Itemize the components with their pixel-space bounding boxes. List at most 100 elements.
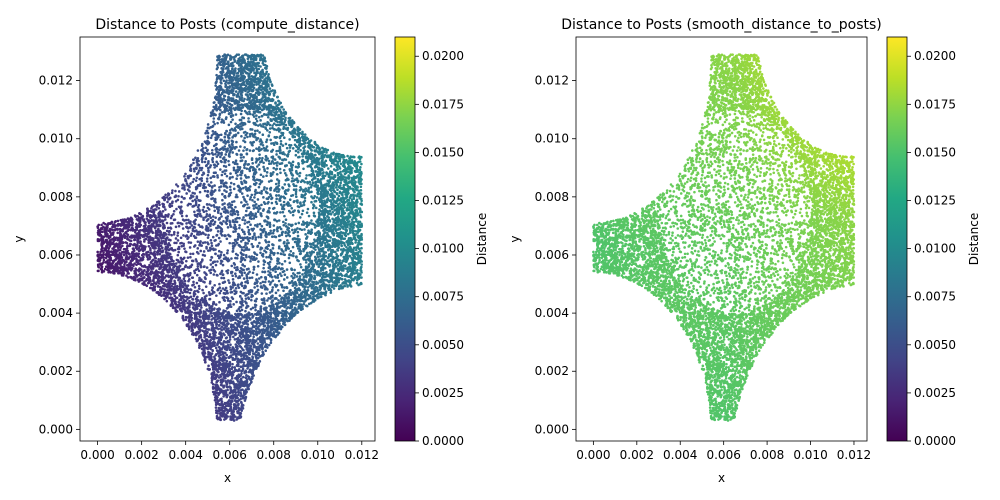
scatter-point — [258, 360, 262, 363]
scatter-point — [196, 149, 200, 152]
scatter-point — [292, 254, 295, 258]
scatter-point — [211, 390, 215, 394]
scatter-point — [235, 152, 238, 156]
scatter-point — [251, 306, 255, 310]
scatter-point — [255, 147, 258, 150]
scatter-point — [261, 342, 265, 345]
scatter-point — [207, 328, 211, 331]
scatter-point — [175, 183, 178, 186]
scatter-point — [271, 247, 275, 250]
scatter-point — [339, 181, 342, 185]
scatter-point — [235, 256, 239, 260]
scatter-point — [239, 112, 243, 116]
scatter-point — [205, 177, 209, 180]
scatter-point — [243, 219, 247, 222]
scatter-point — [238, 226, 241, 230]
scatter-point — [231, 151, 234, 154]
scatter-point — [298, 171, 302, 175]
scatter-point — [251, 199, 254, 202]
scatter-point — [225, 222, 228, 226]
scatter-point — [242, 245, 246, 249]
scatter-point — [169, 216, 173, 220]
scatter-point — [213, 209, 216, 213]
scatter-point — [222, 257, 226, 261]
scatter-point — [171, 306, 175, 309]
scatter-point — [349, 276, 353, 280]
scatter-point — [196, 183, 200, 187]
scatter-point — [327, 167, 330, 170]
scatter-point — [216, 176, 219, 179]
scatter-point — [321, 206, 324, 210]
scatter-point — [264, 147, 268, 150]
scatter-point — [170, 191, 174, 195]
scatter-point — [313, 200, 317, 203]
scatter-point — [189, 255, 192, 259]
scatter-point — [337, 194, 341, 198]
scatter-point — [333, 204, 337, 208]
scatter-point — [298, 143, 301, 147]
scatter-point — [310, 231, 314, 234]
scatter-point — [277, 181, 281, 185]
scatter-point — [138, 212, 141, 215]
scatter-point — [214, 263, 218, 267]
scatter-point — [291, 228, 294, 232]
scatter-point — [285, 268, 289, 271]
scatter-point — [174, 189, 177, 193]
scatter-point — [235, 193, 238, 197]
scatter-point — [311, 196, 315, 200]
scatter-point — [337, 246, 341, 249]
scatter-point — [220, 120, 223, 124]
scatter-point — [251, 161, 254, 165]
scatter-point — [221, 170, 224, 174]
scatter-point — [284, 218, 288, 221]
scatter-point — [296, 234, 300, 238]
scatter-point — [228, 111, 231, 115]
scatter-point — [242, 216, 245, 219]
scatter-point — [299, 185, 302, 189]
scatter-point — [287, 117, 291, 120]
scatter-point — [295, 145, 299, 149]
scatter-point — [145, 217, 149, 220]
scatter-point — [302, 201, 306, 204]
scatter-point — [214, 81, 218, 85]
scatter-point — [300, 212, 304, 216]
scatter-point — [294, 153, 298, 157]
scatter-point — [239, 156, 243, 159]
scatter-point — [267, 180, 271, 183]
scatter-point — [281, 158, 285, 162]
scatter-point — [210, 219, 214, 223]
scatter-point — [250, 158, 254, 162]
scatter-point — [324, 251, 328, 254]
scatter-point — [291, 245, 295, 249]
scatter-point — [217, 206, 221, 209]
scatter-point — [104, 265, 108, 269]
scatter-point — [211, 286, 214, 289]
scatter-point — [189, 182, 192, 185]
scatter-point — [210, 314, 214, 318]
scatter-point — [245, 200, 248, 204]
scatter-point — [210, 381, 214, 384]
scatter-point — [195, 281, 199, 285]
scatter-point — [206, 206, 210, 210]
scatter-point — [172, 233, 176, 236]
scatter-point — [243, 146, 246, 149]
scatter-point — [278, 199, 281, 202]
scatter-point — [265, 197, 269, 200]
scatter-point — [194, 156, 197, 160]
scatter-point — [270, 295, 273, 298]
scatter-point — [233, 366, 237, 369]
scatter-point — [296, 151, 300, 154]
scatter-point — [275, 128, 279, 132]
scatter-point — [267, 273, 270, 277]
scatter-point — [186, 256, 190, 259]
scatter-point — [126, 235, 129, 239]
scatter-point — [269, 268, 273, 271]
scatter-point — [225, 353, 229, 357]
scatter-point — [102, 251, 105, 254]
scatter-point — [205, 266, 209, 269]
scatter-point — [174, 262, 178, 265]
scatter-point — [359, 189, 363, 192]
scatter-point — [225, 237, 229, 241]
scatter-point — [255, 359, 258, 362]
scatter-point — [226, 249, 230, 252]
